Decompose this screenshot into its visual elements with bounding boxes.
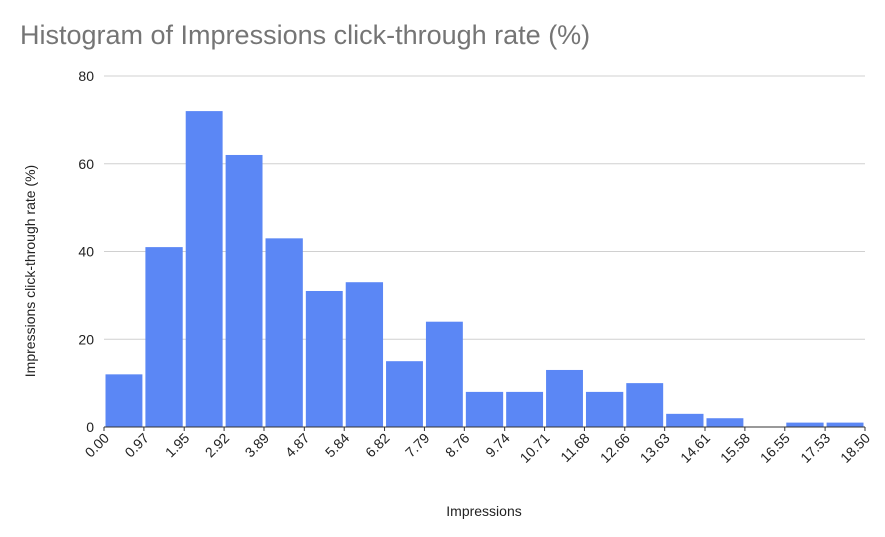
x-tick-label: 15.58 xyxy=(717,430,753,466)
x-tick-label: 10.71 xyxy=(517,430,553,466)
bar xyxy=(225,154,263,427)
y-axis-label: Impressions click-through rate (%) xyxy=(22,165,38,377)
x-tick-label: 9.74 xyxy=(482,430,513,461)
x-tick-label: 4.87 xyxy=(282,430,313,461)
bar xyxy=(105,374,143,427)
y-tick-label: 20 xyxy=(78,331,94,347)
bar xyxy=(425,321,463,427)
bar xyxy=(546,369,583,427)
bar xyxy=(185,111,223,427)
y-tick-label: 0 xyxy=(86,419,94,435)
bar xyxy=(786,422,824,427)
bar xyxy=(265,238,303,427)
bar xyxy=(706,418,744,427)
bar xyxy=(465,391,504,427)
x-axis-label: Impressions xyxy=(446,503,521,519)
x-tick-label: 3.89 xyxy=(242,430,273,461)
x-tick-label: 5.84 xyxy=(322,430,353,461)
bar xyxy=(506,391,544,427)
x-tick-label: 16.55 xyxy=(757,430,793,466)
chart-title: Histogram of Impressions click-through r… xyxy=(20,20,590,50)
x-tick-label: 2.92 xyxy=(202,430,233,461)
x-tick-label: 6.82 xyxy=(362,430,393,461)
x-tick-label: 14.61 xyxy=(677,430,713,466)
x-tick-label: 0.97 xyxy=(121,430,152,461)
x-tick-label: 7.79 xyxy=(402,430,433,461)
x-tick-label: 18.50 xyxy=(837,430,873,466)
bar xyxy=(305,290,343,427)
y-tick-label: 40 xyxy=(78,244,94,260)
bar xyxy=(826,422,864,427)
x-tick-label: 8.76 xyxy=(442,430,473,461)
bar xyxy=(345,282,384,427)
bar xyxy=(626,383,664,427)
bar xyxy=(145,247,183,427)
x-tick-label: 1.95 xyxy=(162,430,193,461)
x-tick-label: 17.53 xyxy=(797,430,833,466)
bar xyxy=(666,413,704,427)
x-tick-label: 11.68 xyxy=(557,430,593,466)
y-tick-label: 80 xyxy=(78,68,94,84)
bar xyxy=(585,391,624,427)
x-tick-label: 12.66 xyxy=(597,430,633,466)
bar xyxy=(386,361,423,427)
y-tick-label: 60 xyxy=(78,156,94,172)
x-tick-label: 13.63 xyxy=(637,430,673,466)
